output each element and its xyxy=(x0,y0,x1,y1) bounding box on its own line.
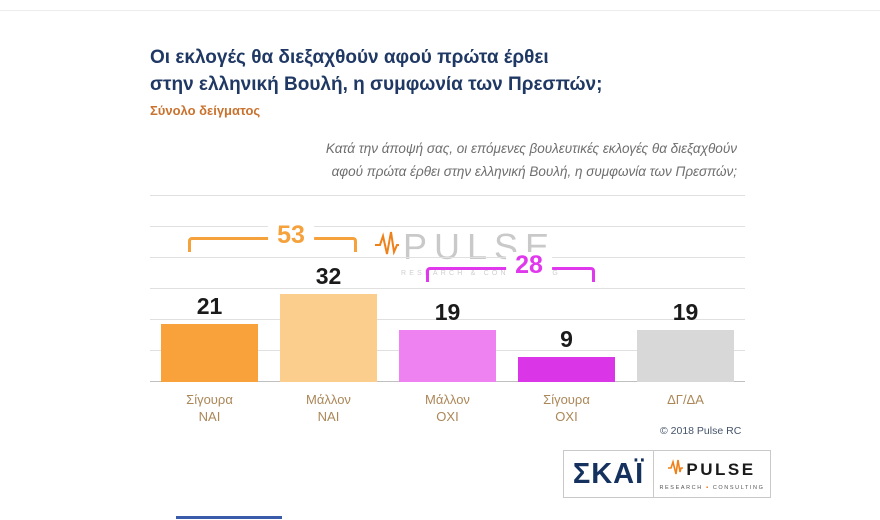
category-label-3: Σίγουρα ΟΧΙ xyxy=(543,392,590,424)
pulse-logo: PULSE RESEARCH ▪ CONSULTING xyxy=(654,450,771,498)
category-label-4: ΔΓ/ΔΑ xyxy=(667,392,704,407)
skai-logo: ΣΚΑΪ xyxy=(563,450,654,498)
pulse-waveform-icon xyxy=(668,458,684,483)
value-label-3: 9 xyxy=(560,326,573,352)
orange-bullet-icon: ▪ xyxy=(705,484,710,491)
category-label-2: Μάλλον ΟΧΙ xyxy=(425,392,470,424)
bracket-label-28: 28 xyxy=(506,252,552,279)
gridline xyxy=(150,319,745,320)
bar-0 xyxy=(161,324,258,382)
top-divider xyxy=(0,10,880,11)
bottom-accent-line xyxy=(176,516,282,519)
watermark-subtext: RESEARCH & CONSULTING xyxy=(401,270,562,277)
bar-1 xyxy=(280,294,377,382)
sample-subtitle: Σύνολο δείγματος xyxy=(150,103,261,118)
survey-question: Κατά την άποψή σας, οι επόμενες βουλευτι… xyxy=(200,137,737,183)
bracket-label-53: 53 xyxy=(268,222,314,249)
title-line-1: Οι εκλογές θα διεξαχθούν αφού πρώτα έρθε… xyxy=(150,47,549,68)
copyright-note: © 2018 Pulse RC xyxy=(660,425,742,437)
question-line-1: Κατά την άποψή σας, οι επόμενες βουλευτι… xyxy=(325,141,737,156)
category-label-1: Μάλλον ΝΑΙ xyxy=(306,392,351,424)
gridline xyxy=(150,195,745,196)
page-title: Οι εκλογές θα διεξαχθούν αφού πρώτα έρθε… xyxy=(150,44,710,98)
gridline xyxy=(150,226,745,227)
question-line-2: αφού πρώτα έρθει στην ελληνική Βουλή, η … xyxy=(331,164,737,179)
waveform-icon xyxy=(375,228,399,267)
logo-strip: ΣΚΑΪ PULSE RESEARCH ▪ CONSULTING xyxy=(563,450,771,498)
gridline xyxy=(150,257,745,258)
value-label-0: 21 xyxy=(196,293,223,319)
pulse-logo-subtext: RESEARCH ▪ CONSULTING xyxy=(659,484,765,491)
title-line-2: στην ελληνική Βουλή, η συμφωνία των Πρεσ… xyxy=(150,74,603,95)
bar-chart: 21 Σίγουρα ΝΑΙ 32 Μάλλον ΝΑΙ 19 Μάλλον ΟΧΙ 9 Σίγου… xyxy=(150,195,745,435)
value-label-1: 32 xyxy=(315,263,342,289)
value-label-2: 19 xyxy=(434,299,461,325)
bar-2 xyxy=(399,330,496,382)
value-label-4: 19 xyxy=(672,299,699,325)
pulse-logo-text: PULSE xyxy=(686,460,756,479)
category-label-0: Σίγουρα ΝΑΙ xyxy=(186,392,233,424)
bar-3 xyxy=(518,357,615,382)
gridline xyxy=(150,288,745,289)
bar-4 xyxy=(637,330,734,382)
